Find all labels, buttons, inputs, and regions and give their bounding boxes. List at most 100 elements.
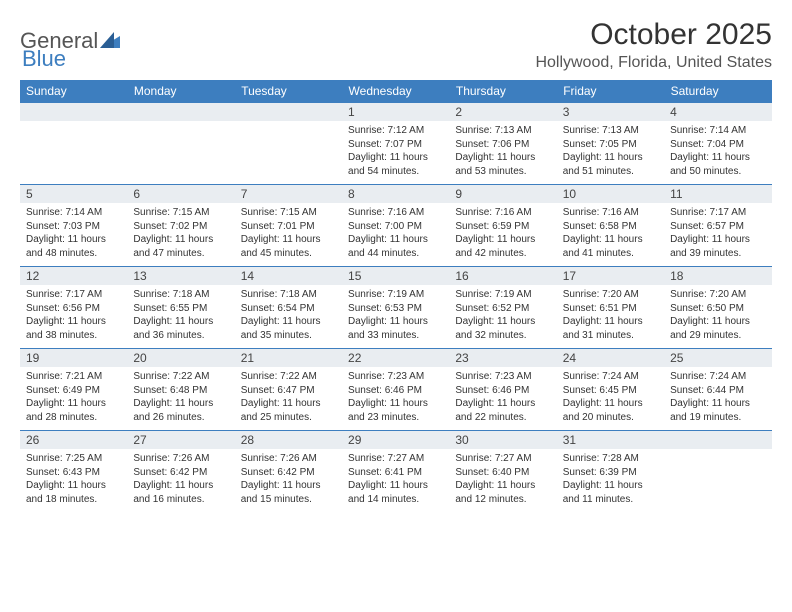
sunset-line: Sunset: 6:59 PM (455, 220, 550, 234)
day-cell: Sunrise: 7:25 AMSunset: 6:43 PMDaylight:… (20, 449, 127, 512)
day-cell: Sunrise: 7:23 AMSunset: 6:46 PMDaylight:… (342, 367, 449, 431)
daylight-line: Daylight: 11 hours and 29 minutes. (670, 315, 765, 342)
day-cell: Sunrise: 7:21 AMSunset: 6:49 PMDaylight:… (20, 367, 127, 431)
day-cell: Sunrise: 7:17 AMSunset: 6:56 PMDaylight:… (20, 285, 127, 349)
sunset-line: Sunset: 6:55 PM (133, 302, 228, 316)
empty-day-cell (235, 121, 342, 185)
sunset-line: Sunset: 6:40 PM (455, 466, 550, 480)
sunrise-line: Sunrise: 7:15 AM (133, 206, 228, 220)
daylight-line: Daylight: 11 hours and 28 minutes. (26, 397, 121, 424)
sunset-line: Sunset: 6:49 PM (26, 384, 121, 398)
empty-day-number (664, 431, 771, 450)
sunset-line: Sunset: 6:41 PM (348, 466, 443, 480)
sunset-line: Sunset: 7:06 PM (455, 138, 550, 152)
sunset-line: Sunset: 6:56 PM (26, 302, 121, 316)
sunrise-line: Sunrise: 7:22 AM (241, 370, 336, 384)
daylight-line: Daylight: 11 hours and 48 minutes. (26, 233, 121, 260)
sunrise-line: Sunrise: 7:22 AM (133, 370, 228, 384)
sunrise-line: Sunrise: 7:23 AM (348, 370, 443, 384)
sunset-line: Sunset: 7:07 PM (348, 138, 443, 152)
daylight-line: Daylight: 11 hours and 38 minutes. (26, 315, 121, 342)
sunrise-line: Sunrise: 7:24 AM (670, 370, 765, 384)
day-number: 19 (20, 349, 127, 368)
day-cell: Sunrise: 7:16 AMSunset: 7:00 PMDaylight:… (342, 203, 449, 267)
daylight-line: Daylight: 11 hours and 44 minutes. (348, 233, 443, 260)
week-number-row: 262728293031 (20, 431, 772, 450)
sunset-line: Sunset: 6:54 PM (241, 302, 336, 316)
day-number: 15 (342, 267, 449, 286)
sunrise-line: Sunrise: 7:20 AM (563, 288, 658, 302)
week-body-row: Sunrise: 7:17 AMSunset: 6:56 PMDaylight:… (20, 285, 772, 349)
sunrise-line: Sunrise: 7:23 AM (455, 370, 550, 384)
month-title: October 2025 (535, 18, 772, 52)
daylight-line: Daylight: 11 hours and 16 minutes. (133, 479, 228, 506)
day-number: 8 (342, 185, 449, 204)
week-number-row: 567891011 (20, 185, 772, 204)
day-cell: Sunrise: 7:16 AMSunset: 6:59 PMDaylight:… (449, 203, 556, 267)
empty-day-cell (664, 449, 771, 512)
sunset-line: Sunset: 7:03 PM (26, 220, 121, 234)
day-header: Sunday (20, 80, 127, 103)
day-number: 31 (557, 431, 664, 450)
day-number: 2 (449, 103, 556, 122)
sunset-line: Sunset: 7:02 PM (133, 220, 228, 234)
day-header: Tuesday (235, 80, 342, 103)
day-cell: Sunrise: 7:14 AMSunset: 7:03 PMDaylight:… (20, 203, 127, 267)
header: General October 2025 Hollywood, Florida,… (20, 18, 772, 72)
day-number: 6 (127, 185, 234, 204)
sunrise-line: Sunrise: 7:13 AM (455, 124, 550, 138)
day-number: 21 (235, 349, 342, 368)
day-number: 23 (449, 349, 556, 368)
day-cell: Sunrise: 7:17 AMSunset: 6:57 PMDaylight:… (664, 203, 771, 267)
day-cell: Sunrise: 7:28 AMSunset: 6:39 PMDaylight:… (557, 449, 664, 512)
day-number: 24 (557, 349, 664, 368)
day-number: 14 (235, 267, 342, 286)
sunset-line: Sunset: 6:46 PM (455, 384, 550, 398)
daylight-line: Daylight: 11 hours and 25 minutes. (241, 397, 336, 424)
day-cell: Sunrise: 7:15 AMSunset: 7:01 PMDaylight:… (235, 203, 342, 267)
sunset-line: Sunset: 7:05 PM (563, 138, 658, 152)
sunrise-line: Sunrise: 7:20 AM (670, 288, 765, 302)
sunset-line: Sunset: 6:43 PM (26, 466, 121, 480)
sunset-line: Sunset: 6:46 PM (348, 384, 443, 398)
daylight-line: Daylight: 11 hours and 41 minutes. (563, 233, 658, 260)
sunrise-line: Sunrise: 7:15 AM (241, 206, 336, 220)
sunrise-line: Sunrise: 7:28 AM (563, 452, 658, 466)
daylight-line: Daylight: 11 hours and 18 minutes. (26, 479, 121, 506)
week-body-row: Sunrise: 7:14 AMSunset: 7:03 PMDaylight:… (20, 203, 772, 267)
sunrise-line: Sunrise: 7:14 AM (26, 206, 121, 220)
day-cell: Sunrise: 7:20 AMSunset: 6:51 PMDaylight:… (557, 285, 664, 349)
day-cell: Sunrise: 7:26 AMSunset: 6:42 PMDaylight:… (127, 449, 234, 512)
day-cell: Sunrise: 7:22 AMSunset: 6:47 PMDaylight:… (235, 367, 342, 431)
day-number: 4 (664, 103, 771, 122)
daylight-line: Daylight: 11 hours and 19 minutes. (670, 397, 765, 424)
sunset-line: Sunset: 6:44 PM (670, 384, 765, 398)
sunrise-line: Sunrise: 7:27 AM (348, 452, 443, 466)
day-number: 17 (557, 267, 664, 286)
day-number: 28 (235, 431, 342, 450)
day-cell: Sunrise: 7:27 AMSunset: 6:41 PMDaylight:… (342, 449, 449, 512)
day-number: 12 (20, 267, 127, 286)
daylight-line: Daylight: 11 hours and 15 minutes. (241, 479, 336, 506)
day-cell: Sunrise: 7:12 AMSunset: 7:07 PMDaylight:… (342, 121, 449, 185)
sunset-line: Sunset: 7:04 PM (670, 138, 765, 152)
day-cell: Sunrise: 7:24 AMSunset: 6:45 PMDaylight:… (557, 367, 664, 431)
sunset-line: Sunset: 6:48 PM (133, 384, 228, 398)
daylight-line: Daylight: 11 hours and 22 minutes. (455, 397, 550, 424)
empty-day-number (235, 103, 342, 122)
week-number-row: 19202122232425 (20, 349, 772, 368)
sunrise-line: Sunrise: 7:16 AM (455, 206, 550, 220)
sunrise-line: Sunrise: 7:27 AM (455, 452, 550, 466)
day-cell: Sunrise: 7:14 AMSunset: 7:04 PMDaylight:… (664, 121, 771, 185)
day-cell: Sunrise: 7:23 AMSunset: 6:46 PMDaylight:… (449, 367, 556, 431)
empty-day-cell (20, 121, 127, 185)
day-number: 1 (342, 103, 449, 122)
sunrise-line: Sunrise: 7:18 AM (133, 288, 228, 302)
sunrise-line: Sunrise: 7:16 AM (563, 206, 658, 220)
daylight-line: Daylight: 11 hours and 35 minutes. (241, 315, 336, 342)
sunset-line: Sunset: 6:52 PM (455, 302, 550, 316)
daylight-line: Daylight: 11 hours and 31 minutes. (563, 315, 658, 342)
sunset-line: Sunset: 6:57 PM (670, 220, 765, 234)
sunrise-line: Sunrise: 7:21 AM (26, 370, 121, 384)
daylight-line: Daylight: 11 hours and 33 minutes. (348, 315, 443, 342)
